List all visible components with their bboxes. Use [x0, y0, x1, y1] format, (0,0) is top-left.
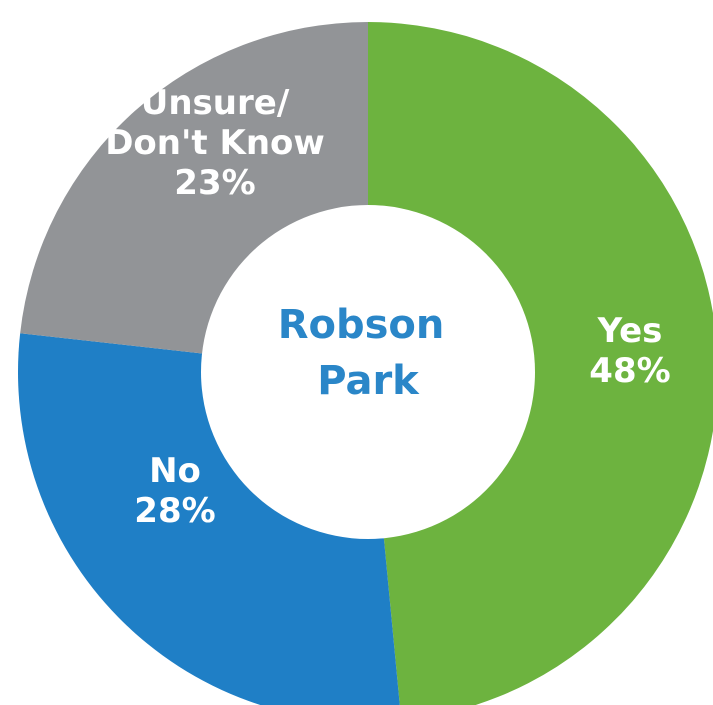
slice-label-yes: Yes 48%: [589, 311, 670, 391]
slice-label-no: No 28%: [134, 451, 215, 531]
slice-value-label: 48%: [589, 351, 670, 391]
slice-name-label: Unsure/: [141, 83, 290, 123]
slice-value-label: 28%: [134, 491, 215, 531]
slice-value-label: 23%: [174, 163, 255, 203]
slice-name-label: Don't Know: [105, 123, 325, 163]
slice-labels: Yes 48% No 28% Unsure/Don't Know 23%: [105, 83, 671, 531]
center-label-line-2: Park: [317, 358, 420, 404]
donut-hole: [201, 205, 535, 539]
slice-name-label: No: [149, 451, 201, 491]
center-label: Robson Park: [278, 302, 459, 404]
center-label-line-1: Robson: [278, 302, 445, 348]
slice-name-label: Yes: [597, 311, 663, 351]
slice-yes: [368, 22, 713, 705]
slice-label-unsure-don-t-know: Unsure/Don't Know 23%: [105, 83, 325, 203]
